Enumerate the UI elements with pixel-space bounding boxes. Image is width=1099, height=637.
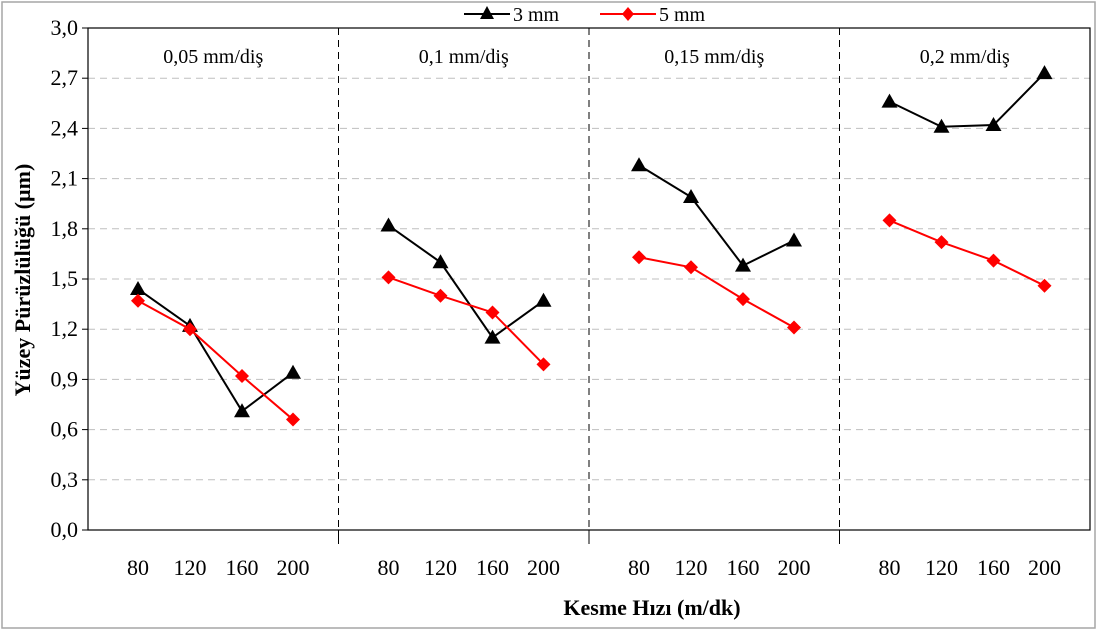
x-tick-label: 160 [476, 555, 509, 580]
data-point-5mm [286, 412, 300, 427]
panel-title: 0,15 mm/diş [664, 46, 764, 68]
data-point-5mm [934, 235, 949, 250]
y-tick-label: 0,3 [51, 467, 79, 492]
x-axis-ticks: 80 120 160 200 80 120 160 200 80 120 160 200 80 120 16… [127, 530, 1061, 580]
series-line-5mm [388, 276, 545, 366]
data-point-5mm [787, 320, 801, 335]
data-point-3mm [985, 117, 1002, 132]
data-point-3mm [484, 329, 501, 344]
data-point-5mm [183, 322, 197, 337]
series-line-3mm [889, 72, 1046, 128]
panel-titles: 0,05 mm/diş 0,1 mm/diş 0,15 mm/diş 0,2 mm/d… [163, 46, 1010, 68]
x-tick-label: 80 [628, 555, 650, 580]
data-point-3mm [631, 157, 647, 172]
x-tick-label: 200 [277, 555, 310, 580]
data-point-3mm [735, 257, 751, 272]
x-tick-label: 120 [925, 555, 958, 580]
y-tick-label: 0,6 [51, 417, 79, 442]
y-axis-ticks: 0,0 0,3 0,6 0,9 1,2 1,5 1,8 2,1 2,4 2,7 3,0 [51, 15, 88, 542]
data-point-3mm [786, 232, 802, 247]
series [130, 65, 1053, 427]
data-point-3mm [683, 189, 699, 204]
data-point-5mm [536, 357, 551, 372]
data-point-3mm [380, 217, 397, 232]
data-point-5mm [1037, 278, 1052, 293]
y-tick-label: 0,9 [51, 366, 79, 391]
data-point-5mm [986, 253, 1001, 268]
y-tick-label: 1,2 [51, 316, 79, 341]
data-point-5mm [381, 270, 396, 285]
y-tick-label: 3,0 [51, 15, 79, 40]
data-point-5mm [131, 293, 145, 308]
y-tick-label: 0,0 [51, 517, 79, 542]
y-tick-label: 1,5 [51, 266, 79, 291]
data-point-3mm [432, 254, 449, 269]
data-point-3mm [933, 118, 950, 133]
x-tick-label: 120 [174, 555, 207, 580]
data-point-3mm [535, 292, 552, 307]
x-tick-label: 80 [879, 555, 901, 580]
data-point-5mm [433, 288, 448, 303]
legend-label-5mm: 5 mm [659, 4, 706, 26]
data-point-5mm [235, 369, 249, 384]
y-tick-label: 2,7 [51, 65, 79, 90]
series-line-5mm [889, 219, 1045, 287]
series-line-3mm [638, 164, 795, 267]
data-point-3mm [130, 281, 146, 296]
legend-marker-5mm [622, 7, 634, 21]
legend-label-3mm: 3 mm [513, 4, 560, 26]
data-point-5mm [882, 213, 897, 228]
data-point-5mm [632, 250, 646, 265]
y-tick-label: 1,8 [51, 216, 79, 241]
y-tick-label: 2,1 [51, 166, 79, 191]
data-point-5mm [684, 260, 698, 275]
panel-title: 0,2 mm/diş [920, 46, 1010, 68]
y-tick-label: 2,4 [51, 115, 79, 140]
legend: 3 mm 5 mm [464, 4, 706, 26]
x-tick-label: 160 [727, 555, 760, 580]
series-line-3mm [137, 288, 294, 413]
panel-title: 0,1 mm/diş [419, 46, 509, 68]
data-point-3mm [1036, 65, 1053, 80]
data-point-5mm [485, 305, 500, 320]
series-line-5mm [137, 299, 294, 421]
data-point-3mm [881, 93, 898, 108]
x-tick-label: 200 [778, 555, 811, 580]
data-point-3mm [285, 364, 301, 379]
y-axis-title: Yüzey Pürüzlülüğü (µm) [10, 164, 35, 397]
series-line-3mm [387, 224, 545, 339]
x-tick-label: 160 [226, 555, 259, 580]
x-tick-label: 120 [675, 555, 708, 580]
x-tick-label: 80 [378, 555, 400, 580]
legend-marker-3mm [480, 6, 494, 19]
x-tick-label: 160 [977, 555, 1010, 580]
data-point-5mm [736, 292, 750, 307]
x-axis-title: Kesme Hızı (m/dk) [563, 595, 740, 620]
x-tick-label: 80 [127, 555, 149, 580]
x-tick-label: 200 [527, 555, 560, 580]
x-tick-label: 120 [424, 555, 457, 580]
panel-title: 0,05 mm/diş [163, 46, 263, 68]
x-tick-label: 200 [1028, 555, 1061, 580]
data-point-3mm [234, 403, 250, 418]
gridlines [88, 77, 1090, 481]
series-line-5mm [638, 256, 795, 329]
